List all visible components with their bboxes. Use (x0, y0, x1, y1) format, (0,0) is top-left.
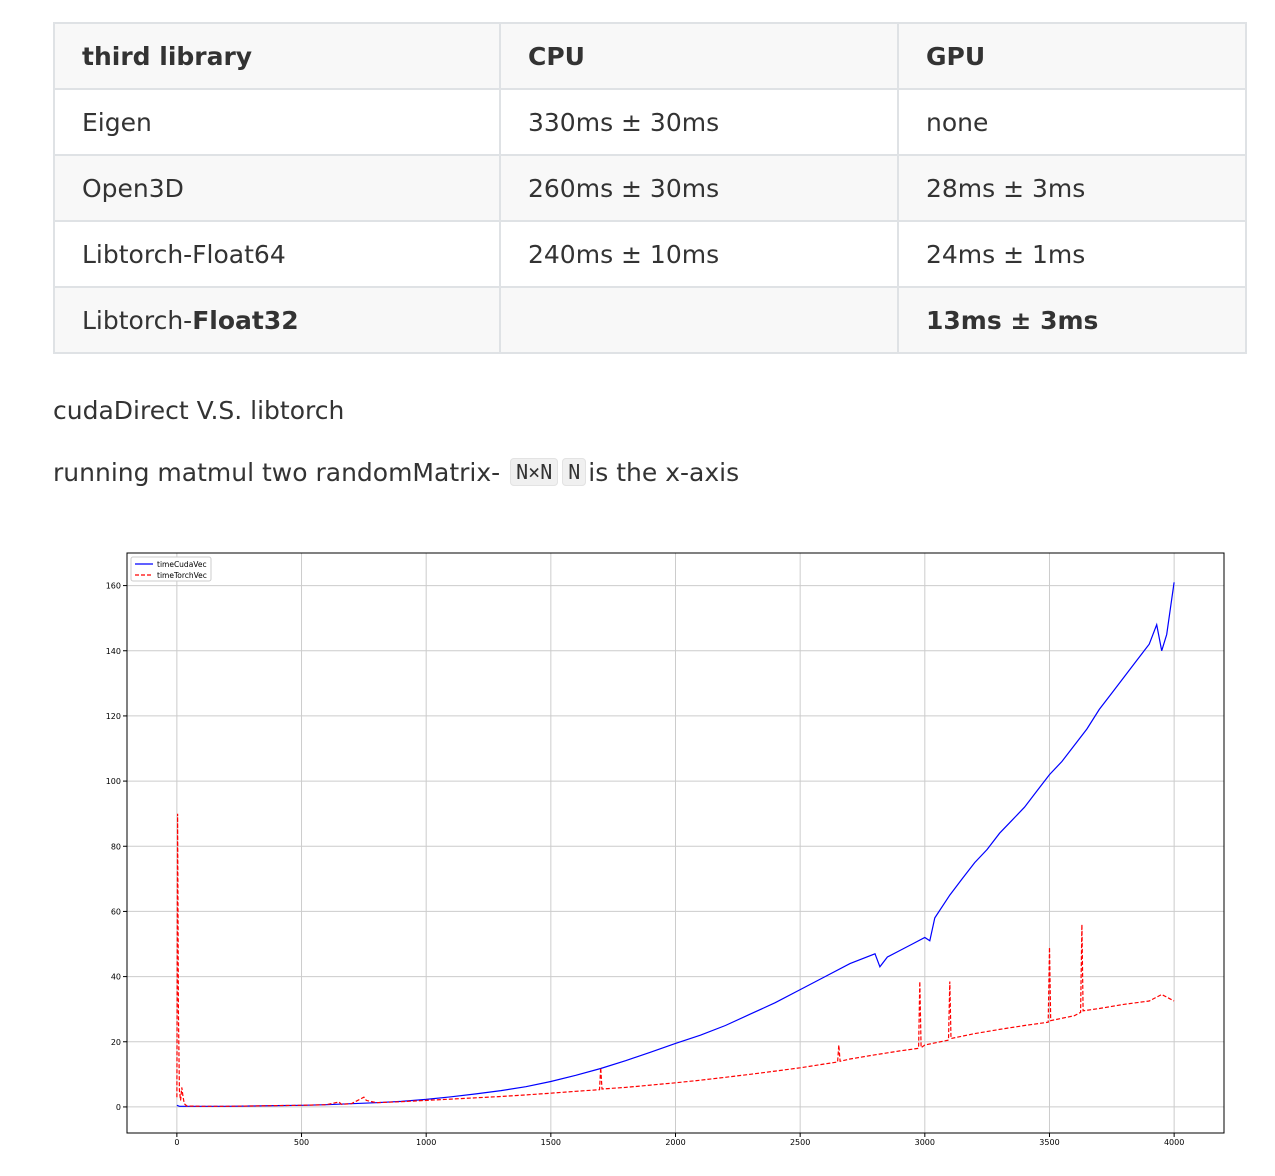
header-gpu: GPU (897, 22, 1247, 90)
x-tick-label: 3000 (915, 1138, 935, 1147)
y-tick-label: 160 (106, 582, 121, 591)
x-tick-label: 500 (294, 1138, 309, 1147)
x-tick-label: 0 (174, 1138, 179, 1147)
legend-label: timeTorchVec (157, 571, 207, 580)
legend-label: timeCudaVec (157, 560, 207, 569)
x-tick-label: 4000 (1164, 1138, 1184, 1147)
benchmark-table: third library CPU GPU Eigen 330ms ± 30ms… (53, 22, 1247, 354)
plot-frame (126, 552, 1225, 1134)
cell-gpu: none (897, 88, 1247, 156)
code-n: N (562, 458, 587, 486)
cell-library: Libtorch-Float32 (53, 286, 501, 354)
library-prefix: Libtorch- (82, 305, 193, 335)
y-tick-label: 120 (106, 712, 121, 721)
table-row: Eigen 330ms ± 30ms none (53, 88, 1247, 156)
x-tick-label: 1000 (416, 1138, 436, 1147)
gpu-bold-value: 13ms ± 3ms (926, 305, 1099, 335)
table-row: Libtorch-Float32 13ms ± 3ms (53, 286, 1247, 354)
cell-cpu: 260ms ± 30ms (499, 154, 899, 222)
cell-cpu: 240ms ± 10ms (499, 220, 899, 288)
y-tick-label: 20 (111, 1038, 121, 1047)
y-tick-label: 100 (106, 777, 121, 786)
cell-gpu: 24ms ± 1ms (897, 220, 1247, 288)
library-bold: Float32 (192, 305, 299, 335)
cell-library: Open3D (53, 154, 501, 222)
table-header-row: third library CPU GPU (53, 22, 1247, 90)
cell-cpu (499, 286, 899, 354)
y-tick-label: 0 (116, 1103, 121, 1112)
x-tick-label: 2000 (665, 1138, 685, 1147)
code-nxn: N×N (510, 458, 559, 486)
y-tick-label: 60 (111, 907, 121, 916)
cell-library: Eigen (53, 88, 501, 156)
cell-library: Libtorch-Float64 (53, 220, 501, 288)
header-library: third library (53, 22, 501, 90)
x-tick-label: 2500 (790, 1138, 810, 1147)
y-tick-label: 140 (106, 647, 121, 656)
cell-cpu: 330ms ± 30ms (499, 88, 899, 156)
section-heading: cudaDirect V.S. libtorch (53, 396, 345, 425)
cell-gpu: 13ms ± 3ms (897, 286, 1247, 354)
table-row: Open3D 260ms ± 30ms 28ms ± 3ms (53, 154, 1247, 222)
y-tick-label: 40 (111, 973, 121, 982)
description-prefix: running matmul two randomMatrix- (53, 458, 509, 487)
table-row: Libtorch-Float64 240ms ± 10ms 24ms ± 1ms (53, 220, 1247, 288)
series-line-timeTorchVec (176, 813, 1175, 1107)
description-suffix: is the x-axis (588, 458, 740, 487)
x-tick-label: 3500 (1039, 1138, 1059, 1147)
x-tick-label: 1500 (541, 1138, 561, 1147)
y-tick-label: 80 (111, 842, 121, 851)
cell-gpu: 28ms ± 3ms (897, 154, 1247, 222)
header-cpu: CPU (499, 22, 899, 90)
